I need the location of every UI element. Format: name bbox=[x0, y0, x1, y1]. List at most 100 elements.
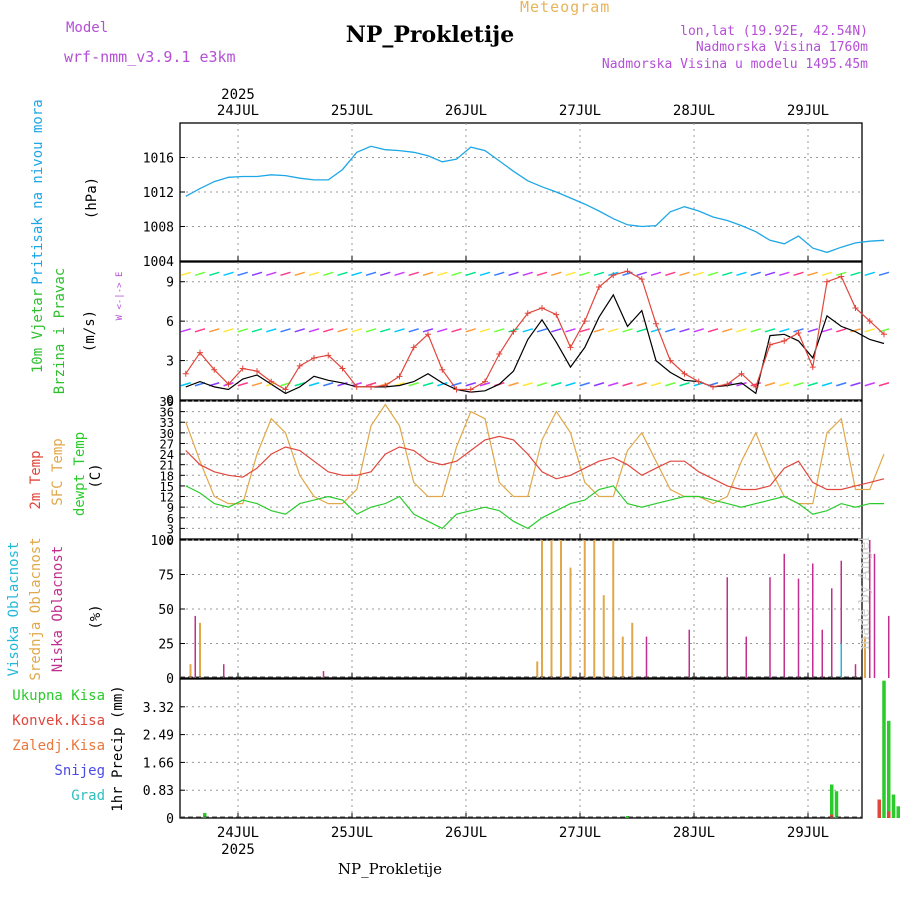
wind-arrow bbox=[793, 271, 804, 277]
wind-arrow bbox=[864, 382, 875, 387]
wind-arrow bbox=[679, 328, 690, 333]
x-label-top: 28JUL bbox=[673, 103, 715, 119]
wind-arrow bbox=[593, 382, 605, 387]
wind-arrow bbox=[351, 271, 362, 277]
wind-gust-marker bbox=[852, 305, 859, 311]
temp-ytick-label: 0 bbox=[167, 533, 174, 547]
wind-arrow bbox=[408, 328, 419, 333]
cloud-low-bar bbox=[769, 577, 771, 678]
wind-gust-marker bbox=[467, 386, 474, 393]
precip-total-bar bbox=[882, 680, 886, 818]
wind-arrow bbox=[736, 328, 747, 333]
wind-frame bbox=[179, 261, 863, 401]
cloud-mid-bar bbox=[189, 664, 192, 678]
wind-gust-marker bbox=[425, 331, 431, 338]
cloud-title: Visoka Oblacnost bbox=[6, 542, 22, 677]
wind-arrow bbox=[380, 271, 391, 277]
wind-arrow bbox=[807, 382, 818, 387]
cloud-low-bar bbox=[831, 588, 833, 678]
temp-ytick-label: 9 bbox=[167, 501, 174, 515]
wind-arrow bbox=[451, 328, 462, 333]
temp-ytick-label: 6 bbox=[167, 512, 174, 526]
wind-arrow bbox=[380, 328, 391, 333]
pressure-title: Pritisak na nivou mora bbox=[30, 99, 46, 284]
wind-arrow bbox=[764, 271, 776, 277]
wind-arrow bbox=[508, 271, 519, 277]
wind-gust-marker bbox=[767, 341, 773, 348]
wind-arrow bbox=[650, 271, 662, 277]
wind-arrow bbox=[636, 382, 647, 387]
cloud-low-bar bbox=[223, 664, 225, 678]
wind-arrow bbox=[394, 271, 405, 277]
wind-ytick-label: 3 bbox=[166, 355, 174, 370]
temp-title2: SFC Temp bbox=[50, 438, 66, 505]
x-label-bottom: 28JUL bbox=[673, 825, 715, 841]
wind-gust-marker bbox=[296, 362, 303, 369]
wind-arrow bbox=[593, 328, 605, 333]
clouds-ytick-label: 100 bbox=[151, 534, 174, 549]
temp-ytick-label: 12 bbox=[160, 491, 174, 505]
cloud-low-bar bbox=[688, 629, 690, 678]
wind-gust-marker bbox=[596, 283, 602, 290]
wind-arrow bbox=[337, 271, 348, 277]
cloud-low-bar bbox=[797, 578, 800, 678]
wind-arrow bbox=[223, 328, 234, 333]
wind-arrow bbox=[180, 328, 191, 333]
precip-total-bar bbox=[896, 806, 900, 818]
wind-title2: Brzina i Pravac bbox=[52, 268, 68, 394]
cloud-mid-bar bbox=[602, 595, 605, 678]
wind-arrow bbox=[878, 271, 890, 277]
x-label-top: 24JUL bbox=[217, 103, 259, 119]
wind-arrow bbox=[551, 328, 562, 333]
wind-gust-marker bbox=[282, 386, 289, 393]
cloud-low-bar bbox=[194, 615, 196, 678]
cloud-low-bar bbox=[322, 671, 325, 678]
wind-gust-marker bbox=[567, 344, 574, 351]
precip-total-bar bbox=[203, 812, 207, 818]
wind-arrow bbox=[793, 382, 804, 387]
wind-arrow bbox=[779, 271, 790, 277]
wind-arrow bbox=[665, 328, 676, 333]
wind-gust-marker bbox=[524, 310, 531, 317]
wind-ylabel: (m/s) bbox=[82, 310, 98, 352]
precip-conv-bar bbox=[830, 814, 834, 818]
cloud-low-bar bbox=[726, 577, 728, 678]
wind-arrow bbox=[836, 328, 847, 333]
wind-arrow bbox=[308, 328, 320, 333]
wind-gust-marker bbox=[382, 382, 389, 389]
wind-arrow bbox=[707, 271, 719, 277]
temp-ytick-label: 36 bbox=[160, 406, 174, 420]
wind-gust-marker bbox=[838, 273, 845, 280]
wind-gust-marker bbox=[325, 352, 332, 359]
precip-conv-bar bbox=[877, 799, 881, 818]
year-label-bottom: 2025 bbox=[221, 842, 255, 858]
temp-ytick-label: 3 bbox=[167, 522, 174, 536]
cloud-low-bar bbox=[854, 664, 857, 678]
cloud-low-bar bbox=[840, 560, 842, 678]
wind-arrow bbox=[622, 382, 633, 387]
wind-speed-line bbox=[185, 293, 885, 395]
clouds-ytick-label: 50 bbox=[158, 603, 174, 618]
wind-arrow bbox=[280, 271, 291, 277]
pressure-ylabel: (hPa) bbox=[84, 177, 100, 219]
temp-ylabel: (C) bbox=[88, 463, 104, 488]
wind-arrow bbox=[850, 328, 861, 333]
wind-gust-marker bbox=[396, 373, 403, 380]
wind-arrow bbox=[579, 382, 590, 387]
wind-arrow bbox=[764, 382, 776, 387]
precip-legend-item: Snijeg bbox=[54, 763, 105, 779]
altitude-label: Nadmorska Visina 1760m bbox=[695, 40, 868, 55]
wind-arrow bbox=[693, 328, 704, 333]
x-label-bottom: 29JUL bbox=[787, 825, 829, 841]
wind-gust-marker bbox=[368, 383, 374, 390]
wind-arrow bbox=[266, 328, 277, 333]
precip-legend-item: Grad bbox=[71, 788, 105, 804]
precip-total-bar bbox=[834, 791, 839, 818]
wind-arrow bbox=[622, 328, 633, 333]
cloud-ylabel: (%) bbox=[88, 604, 104, 629]
cloud-low-bar bbox=[783, 553, 785, 678]
wind-arrow bbox=[579, 328, 590, 333]
wind-gust-marker bbox=[752, 383, 759, 390]
x-label-bottom: 24JUL bbox=[217, 825, 259, 841]
wind-arrow bbox=[237, 328, 248, 333]
